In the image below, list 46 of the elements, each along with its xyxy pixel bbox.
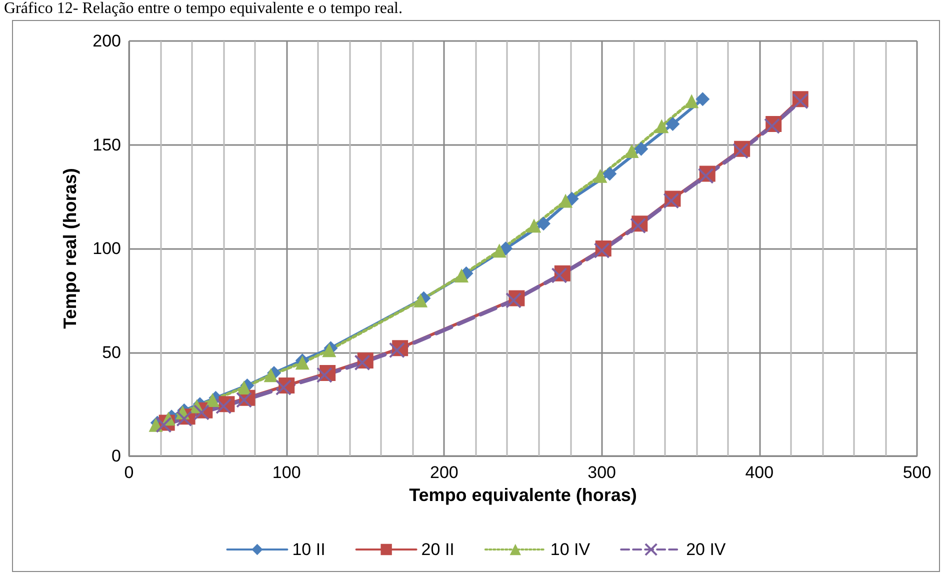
point <box>558 194 573 208</box>
y-tick-label: 200 <box>92 32 121 50</box>
point <box>264 368 278 382</box>
point <box>593 168 608 183</box>
point <box>634 142 648 156</box>
point <box>206 392 220 407</box>
point <box>624 144 639 158</box>
point <box>236 392 252 408</box>
y-tick-label: 50 <box>102 342 121 362</box>
x-tick-label: 300 <box>588 463 616 482</box>
point <box>492 244 506 258</box>
point <box>316 367 332 384</box>
point <box>176 410 192 427</box>
y-tick-label: 0 <box>112 446 121 466</box>
legend-label: 20 IV <box>686 540 726 559</box>
chart-title: Gráfico 12- Relação entre o tempo equivalente e o tempo real. <box>4 0 402 18</box>
x-tick-label: 0 <box>124 463 134 482</box>
point <box>454 268 469 282</box>
point <box>527 218 542 233</box>
y-tick-label: 100 <box>92 239 121 258</box>
point <box>216 398 232 414</box>
point <box>414 293 428 308</box>
point <box>654 119 669 134</box>
point <box>275 380 292 396</box>
x-tick-label: 500 <box>902 463 932 482</box>
point <box>536 216 550 231</box>
y-axis-title: Tempo real (horas) <box>60 168 80 329</box>
point <box>602 166 617 181</box>
legend-label: 10 IV <box>550 540 591 559</box>
y-tick-label: 150 <box>92 135 121 154</box>
point <box>156 416 172 433</box>
point <box>193 404 210 420</box>
point <box>684 94 699 108</box>
x-tick-label: 100 <box>272 463 301 482</box>
x-tick-label: 200 <box>430 463 458 482</box>
point <box>237 380 252 395</box>
point <box>354 354 370 371</box>
legend-label: 20 II <box>421 540 454 559</box>
point <box>666 117 680 131</box>
point <box>696 92 710 106</box>
point <box>506 292 522 308</box>
x-tick-label: 400 <box>745 463 774 482</box>
point <box>388 342 405 358</box>
x-axis-title: Tempo equivalente (horas) <box>409 484 637 505</box>
point <box>551 267 568 284</box>
legend-label: 10 II <box>292 540 326 559</box>
